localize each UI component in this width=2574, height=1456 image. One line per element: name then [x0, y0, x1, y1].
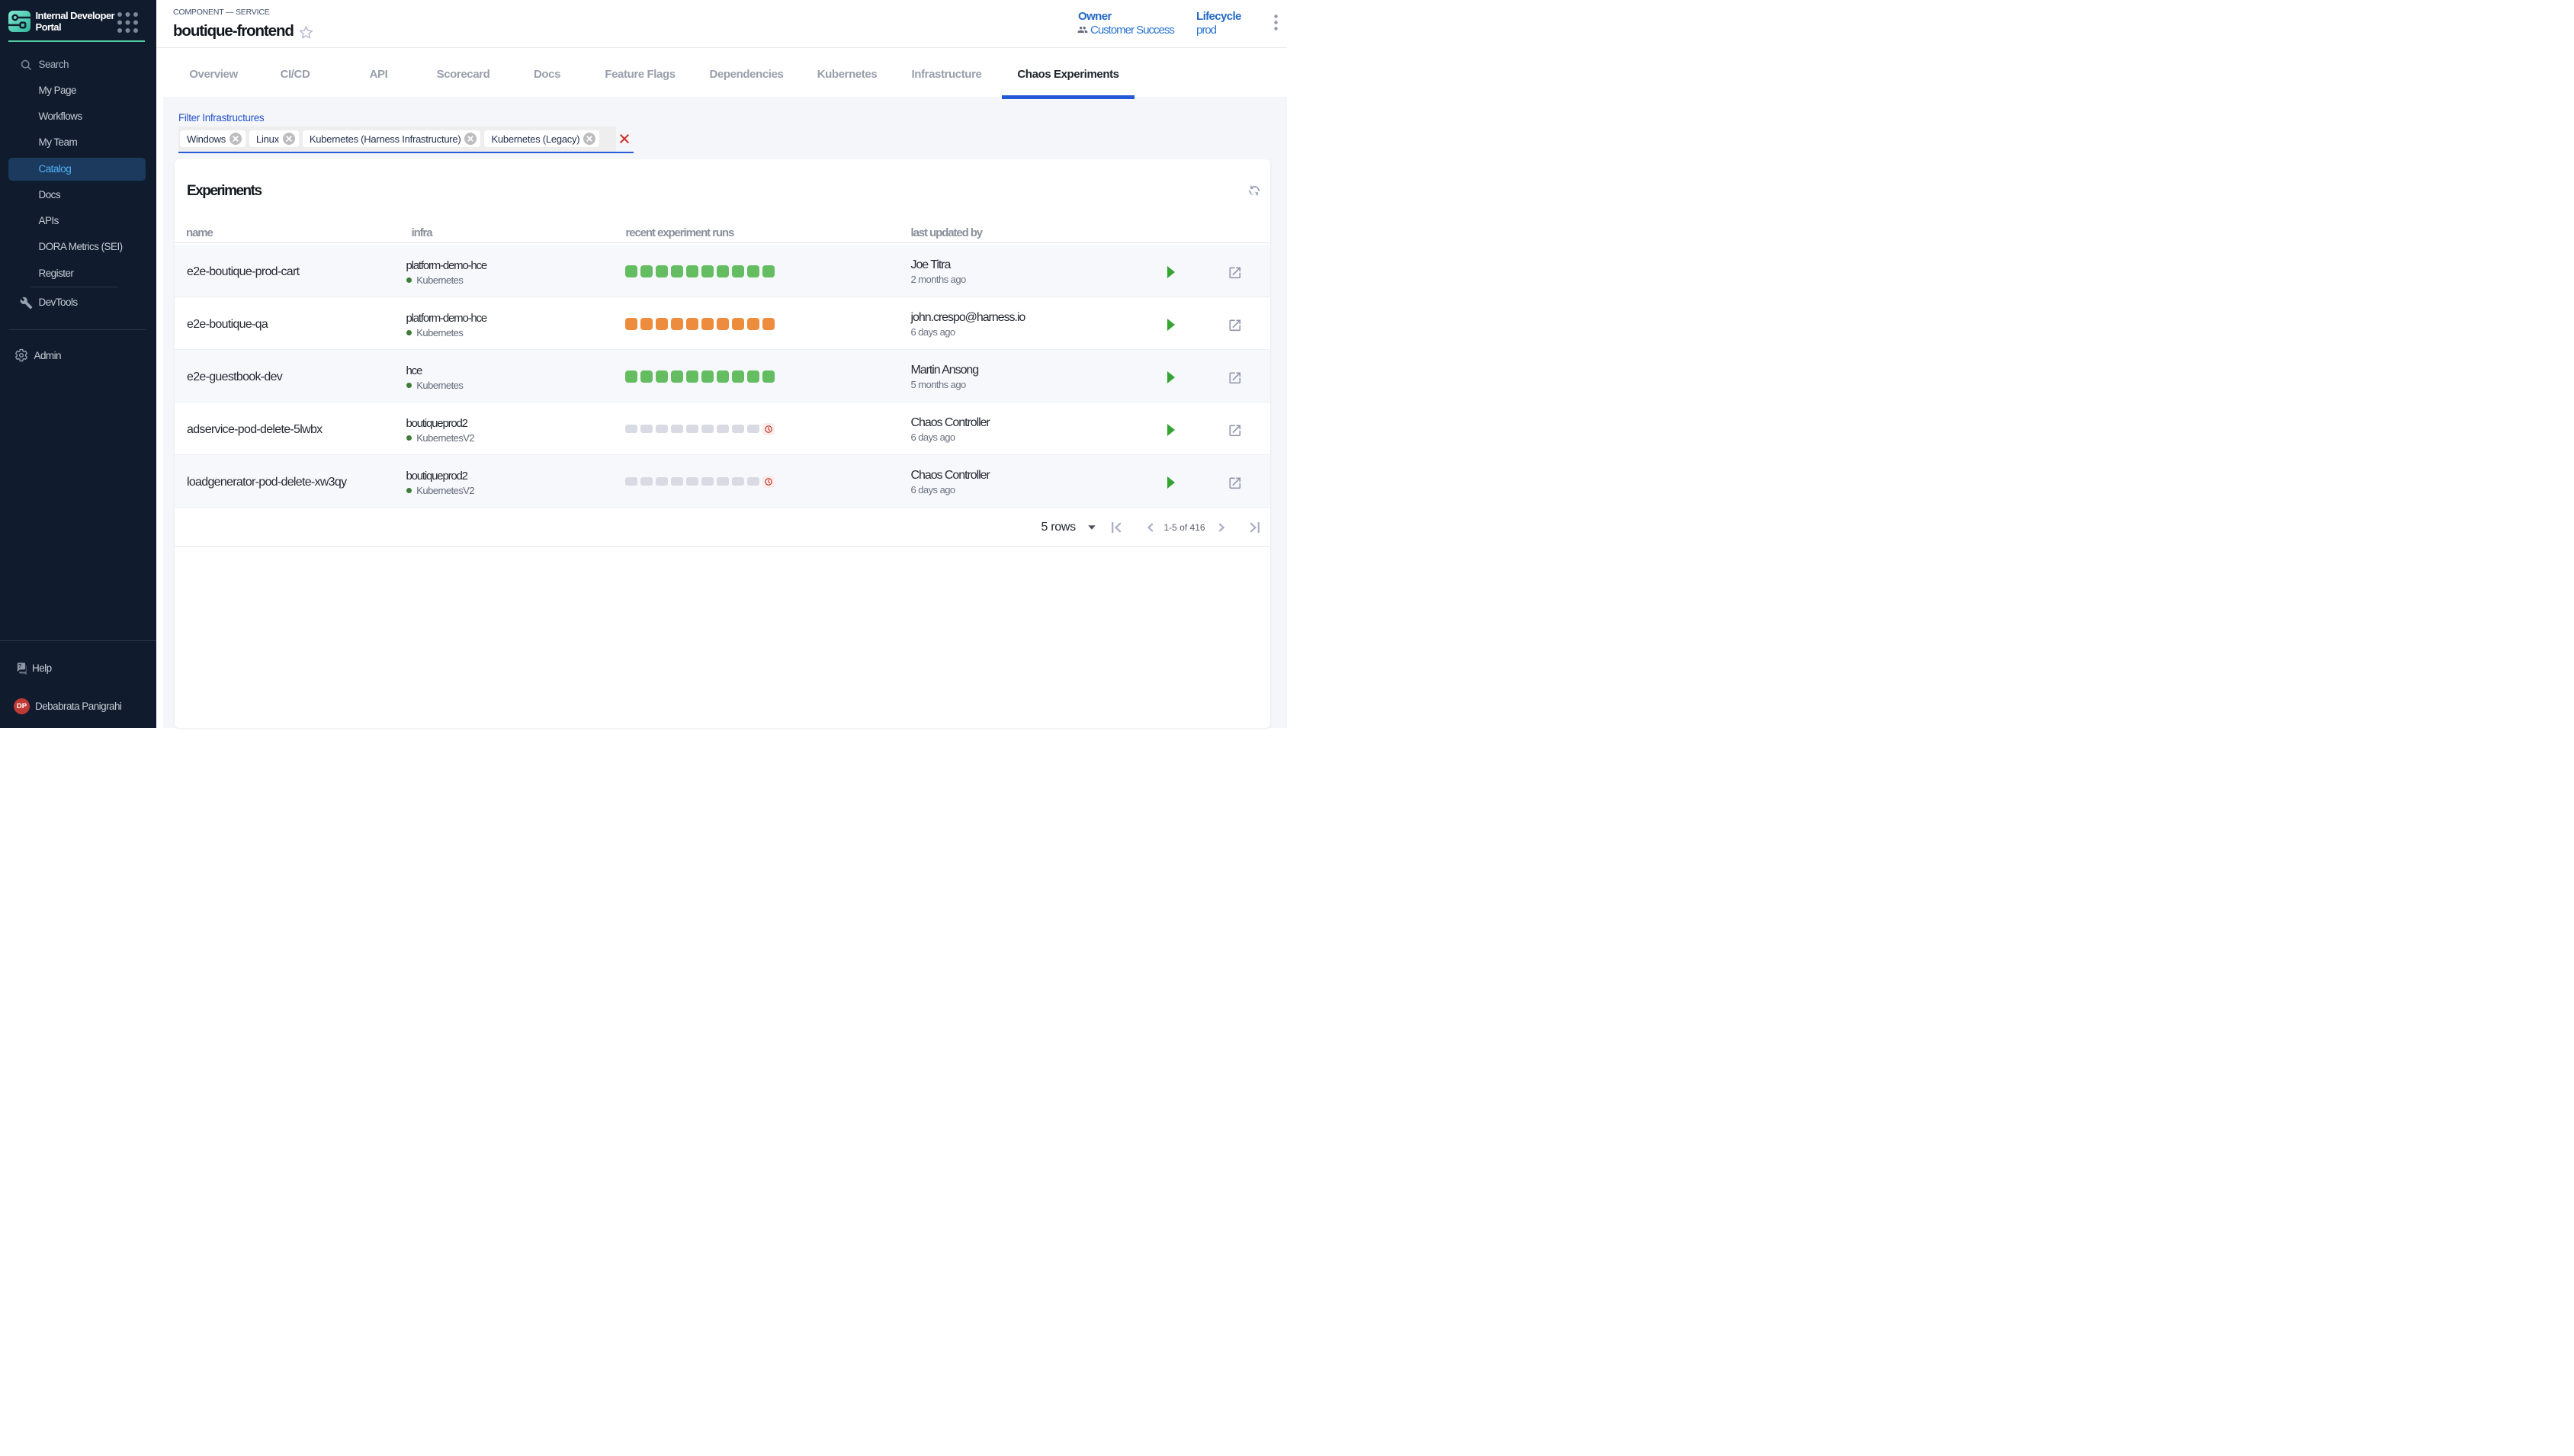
svg-text:?: ? [18, 662, 22, 669]
